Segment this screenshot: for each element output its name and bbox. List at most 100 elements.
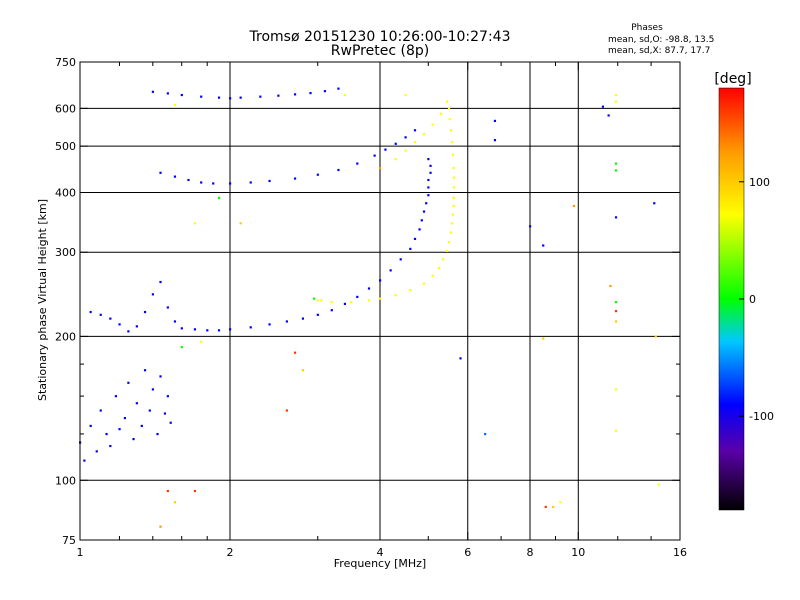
data-point: [350, 301, 353, 304]
scatter-point: [614, 388, 618, 391]
data-point: [379, 279, 382, 282]
scatter-point: [180, 346, 183, 349]
data-point: [301, 317, 305, 320]
data-point: [427, 194, 430, 197]
data-point: [217, 96, 221, 99]
scatter-point: [572, 204, 576, 208]
y-tick-label: 750: [55, 56, 76, 69]
scatter-point: [529, 225, 532, 228]
data-point: [447, 241, 451, 244]
data-point: [418, 228, 421, 231]
scatter-point: [657, 483, 660, 486]
data-point: [316, 299, 319, 302]
y-tick-label: 100: [55, 474, 76, 487]
data-point: [156, 432, 159, 436]
data-point: [95, 450, 98, 453]
data-point: [399, 258, 402, 261]
x-tick-label: 10: [571, 546, 585, 559]
data-point: [394, 142, 397, 145]
data-point: [163, 412, 167, 415]
data-point: [135, 325, 138, 328]
data-point: [422, 210, 426, 213]
data-point: [452, 176, 456, 179]
data-point: [187, 178, 190, 182]
data-point: [159, 171, 162, 174]
data-point: [148, 409, 151, 412]
data-point: [394, 294, 397, 297]
scatter-point: [166, 489, 169, 493]
data-point: [452, 186, 456, 189]
data-point: [445, 249, 449, 253]
data-point: [143, 369, 147, 372]
data-point: [394, 158, 397, 161]
data-point: [452, 196, 455, 199]
scatter-point: [484, 432, 487, 436]
y-tick-label: 500: [55, 140, 76, 153]
data-point: [449, 231, 453, 234]
data-point: [239, 96, 242, 99]
data-point: [447, 107, 451, 110]
data-point: [404, 149, 407, 152]
data-point: [384, 148, 387, 151]
data-point: [135, 402, 138, 405]
data-point: [445, 100, 449, 103]
data-point: [429, 164, 432, 167]
data-point: [193, 328, 197, 331]
data-point: [151, 293, 155, 296]
x-axis-label: Frequency [MHz]: [334, 557, 426, 570]
data-point: [249, 181, 252, 184]
scatter-point: [293, 351, 297, 354]
data-point: [169, 421, 172, 424]
data-point: [277, 94, 280, 97]
data-point: [367, 299, 371, 302]
data-point: [217, 329, 221, 332]
scatter-point: [173, 103, 177, 107]
data-point: [200, 181, 203, 184]
data-point: [173, 175, 177, 178]
scatter-point: [609, 284, 612, 288]
data-point: [389, 269, 392, 272]
data-point: [427, 158, 430, 161]
scatter-point: [544, 505, 547, 509]
data-point: [180, 327, 183, 330]
data-point: [404, 136, 407, 139]
y-tick-label: 600: [55, 102, 76, 115]
data-point: [413, 237, 417, 241]
data-point: [330, 309, 333, 312]
data-point: [343, 302, 347, 305]
data-point: [451, 141, 454, 144]
data-point: [356, 295, 359, 299]
data-point: [132, 437, 135, 441]
data-point: [127, 381, 130, 384]
data-point: [448, 117, 451, 121]
scatter-point: [614, 93, 618, 97]
data-point: [422, 133, 426, 136]
data-point: [451, 222, 454, 225]
data-point: [166, 395, 169, 398]
data-point: [268, 323, 271, 326]
data-point: [268, 179, 271, 183]
data-point: [409, 289, 412, 292]
data-point: [229, 182, 232, 185]
scatter-point: [614, 100, 618, 103]
data-point: [431, 123, 434, 126]
colorbar-label: [deg]: [714, 71, 751, 87]
scatter-point: [607, 114, 610, 117]
data-point: [159, 375, 162, 378]
data-point: [123, 416, 126, 420]
colorbar-tick-label: 0: [749, 293, 756, 306]
axis-ticks: 1 2 4 6 8 10 16 75 100 200 300 400 500 600 750: [55, 56, 687, 559]
data-point: [427, 186, 430, 189]
data-point: [379, 297, 382, 300]
grid-lines: [80, 62, 680, 540]
data-point: [118, 323, 121, 326]
data-points: [79, 87, 660, 528]
data-point: [309, 91, 312, 95]
data-point: [373, 154, 376, 157]
data-point: [83, 459, 86, 462]
data-point: [99, 313, 102, 316]
data-point: [330, 301, 333, 304]
scatter-point: [320, 299, 323, 302]
colorbar-tick-label: -100: [749, 410, 774, 423]
